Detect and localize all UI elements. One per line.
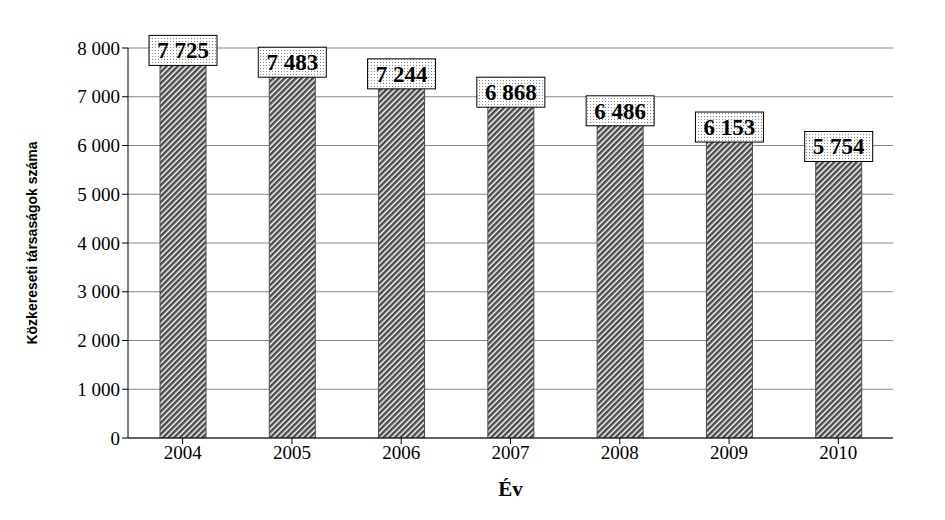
svg-text:Év: Év <box>498 477 523 501</box>
svg-text:6 153: 6 153 <box>704 115 756 140</box>
svg-text:2010: 2010 <box>819 442 857 463</box>
svg-text:5 000: 5 000 <box>77 184 120 205</box>
svg-text:5 754: 5 754 <box>813 134 865 159</box>
svg-text:2007: 2007 <box>492 442 530 463</box>
svg-text:6 868: 6 868 <box>485 80 537 105</box>
svg-text:7 244: 7 244 <box>376 62 428 87</box>
svg-text:7 483: 7 483 <box>266 50 318 75</box>
svg-text:6 486: 6 486 <box>594 99 646 124</box>
svg-text:4 000: 4 000 <box>77 233 120 254</box>
svg-text:6 000: 6 000 <box>77 135 120 156</box>
svg-text:2006: 2006 <box>382 442 420 463</box>
svg-text:8 000: 8 000 <box>77 38 120 59</box>
svg-text:1 000: 1 000 <box>77 379 120 400</box>
svg-text:2008: 2008 <box>601 442 639 463</box>
svg-text:2005: 2005 <box>273 442 311 463</box>
svg-text:2009: 2009 <box>710 442 748 463</box>
svg-text:Közkereseti társaságok száma: Közkereseti társaságok száma <box>24 141 40 344</box>
svg-text:2 000: 2 000 <box>77 330 120 351</box>
svg-text:3 000: 3 000 <box>77 281 120 302</box>
svg-text:2004: 2004 <box>164 442 203 463</box>
svg-text:0: 0 <box>111 428 121 449</box>
svg-text:7 725: 7 725 <box>157 38 209 63</box>
svg-text:7 000: 7 000 <box>77 86 120 107</box>
